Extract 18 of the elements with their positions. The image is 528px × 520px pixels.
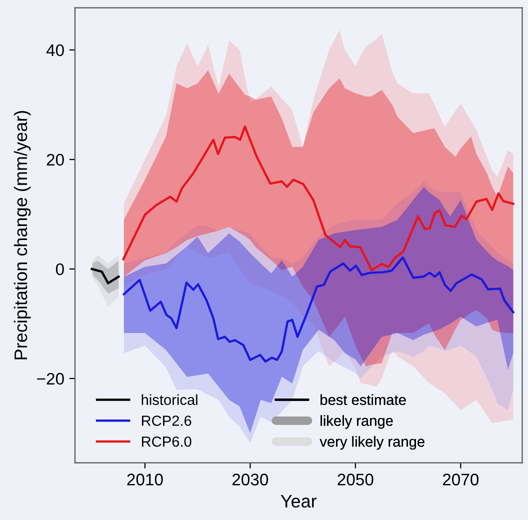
- annotation: very likely range: [320, 436, 424, 450]
- y-tick-label: −20: [37, 372, 64, 385]
- legend-label: RCP6.0: [142, 436, 192, 447]
- line-series: [122, 126, 514, 272]
- x-tick-label: 2030: [232, 474, 268, 486]
- x-axis-title: Year: [280, 494, 317, 508]
- x-tick-label: 2070: [442, 474, 479, 486]
- annotation: likely range: [320, 415, 393, 429]
- y-tick-label: 0: [56, 263, 64, 276]
- legend-label: historical: [142, 394, 198, 406]
- annotation: best estimate: [320, 394, 406, 406]
- line-series: [122, 256, 514, 363]
- x-tick-label: 2010: [127, 474, 163, 486]
- y-tick-label: 20: [46, 154, 64, 166]
- y-tick-label: 40: [46, 44, 64, 56]
- y-axis-title: Precipitation change (mm/year): [14, 110, 31, 360]
- legend-label: RCP2.6: [142, 416, 192, 426]
- x-tick-label: 2050: [338, 474, 374, 486]
